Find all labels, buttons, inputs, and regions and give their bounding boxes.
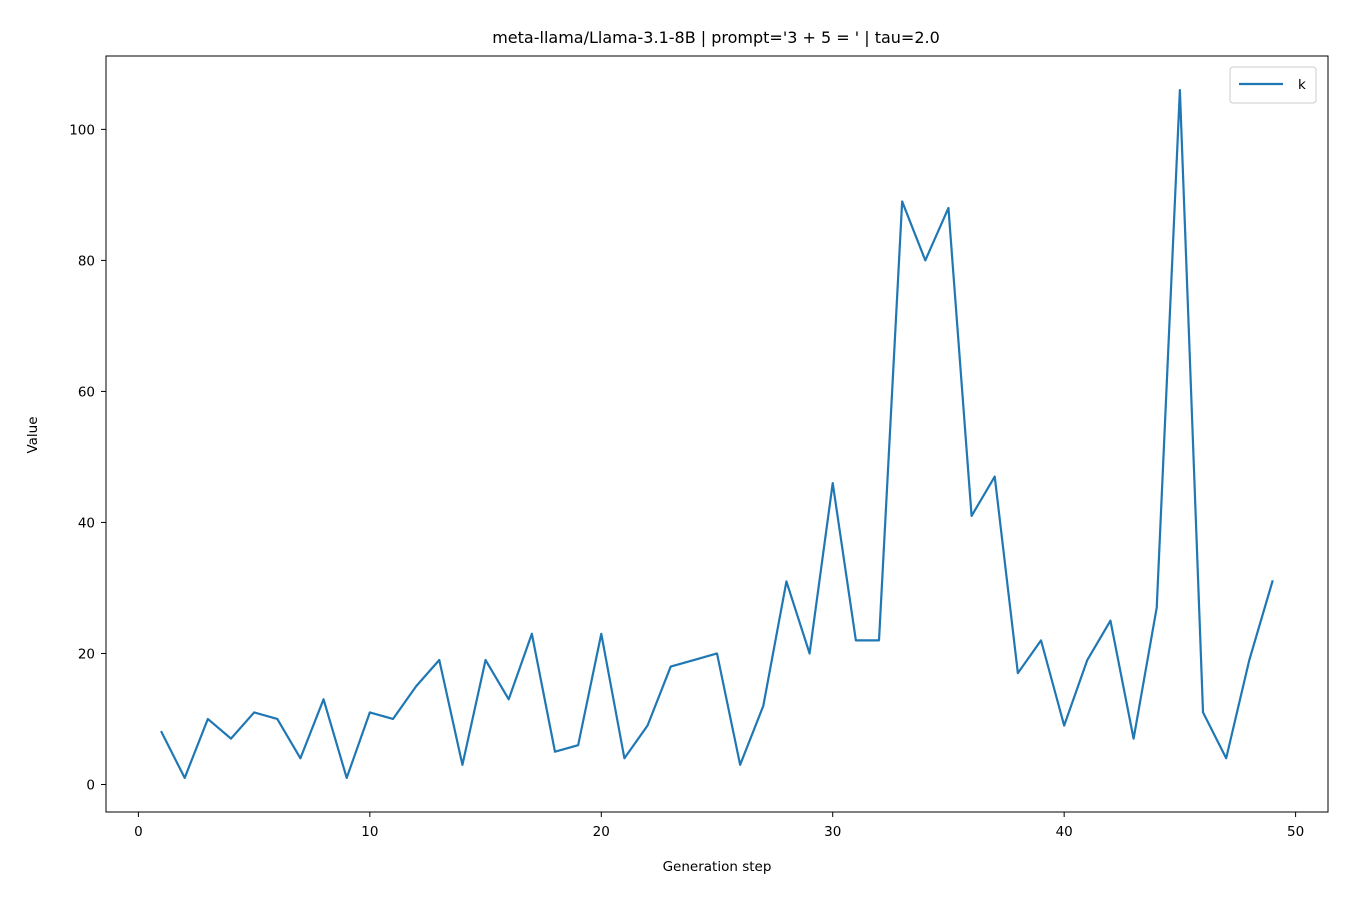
y-tick-label: 0 (86, 777, 95, 793)
chart-title: meta-llama/Llama-3.1-8B | prompt='3 + 5 … (492, 28, 940, 47)
y-axis-label: Value (25, 416, 41, 453)
axes-frame (105, 55, 1329, 813)
y-tick-label: 40 (78, 515, 95, 531)
series-layer (160, 88, 1274, 780)
y-tick-label: 80 (78, 253, 95, 269)
x-tick-label: 30 (824, 824, 841, 840)
x-axis-label: Generation step (663, 859, 772, 875)
y-tick-label: 20 (78, 646, 95, 662)
y-tick-label: 60 (78, 384, 95, 400)
x-tick-label: 50 (1287, 824, 1304, 840)
axes-background (106, 56, 1328, 812)
x-tick-label: 0 (134, 824, 143, 840)
x-tick-label: 10 (361, 824, 378, 840)
x-tick-label: 20 (593, 824, 610, 840)
plot-area (105, 55, 1329, 813)
y-axis: 0 20 40 60 80 100 (69, 122, 106, 793)
legend: k (1229, 66, 1317, 104)
x-axis: 0 10 20 30 40 50 (134, 812, 1304, 840)
series-line-k (160, 88, 1274, 780)
y-tick-label: 100 (69, 122, 95, 138)
x-tick-label: 40 (1056, 824, 1073, 840)
legend-label: k (1298, 77, 1306, 93)
